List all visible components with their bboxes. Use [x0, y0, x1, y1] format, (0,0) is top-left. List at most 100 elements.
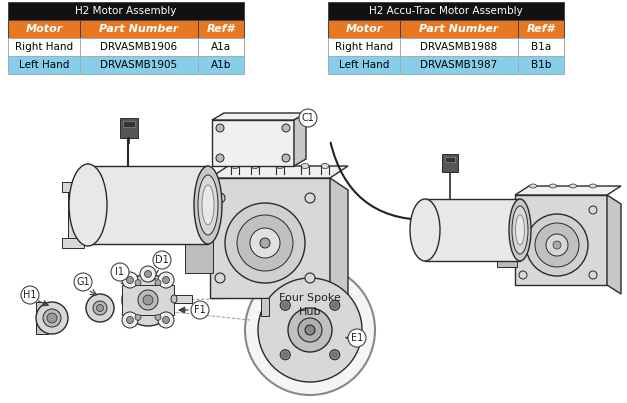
- Text: Right Hand: Right Hand: [335, 42, 393, 52]
- Text: H2 Accu-Trac Motor Assembly: H2 Accu-Trac Motor Assembly: [369, 6, 523, 16]
- Ellipse shape: [47, 313, 57, 323]
- Ellipse shape: [237, 215, 293, 271]
- Circle shape: [332, 352, 338, 358]
- Circle shape: [298, 318, 322, 342]
- Bar: [198, 56, 244, 74]
- Circle shape: [519, 206, 527, 214]
- Text: H1: H1: [23, 290, 37, 300]
- Bar: [328, 38, 400, 56]
- Text: A1a: A1a: [211, 42, 231, 52]
- Bar: [8, 38, 80, 56]
- Circle shape: [245, 265, 375, 395]
- Text: Ref#: Ref#: [207, 24, 235, 34]
- Polygon shape: [294, 113, 306, 166]
- Circle shape: [282, 302, 288, 308]
- Text: F1: F1: [194, 305, 206, 315]
- Circle shape: [162, 316, 169, 324]
- Text: Ref#: Ref#: [527, 24, 555, 34]
- Circle shape: [155, 280, 161, 286]
- Ellipse shape: [231, 164, 239, 168]
- Text: DRVASMB1905: DRVASMB1905: [100, 60, 177, 70]
- Text: Motor: Motor: [345, 24, 382, 34]
- Ellipse shape: [512, 206, 528, 254]
- Bar: [62, 182, 84, 192]
- Bar: [261, 298, 269, 316]
- Ellipse shape: [93, 301, 107, 315]
- Polygon shape: [330, 178, 348, 310]
- Polygon shape: [210, 166, 348, 178]
- Ellipse shape: [526, 214, 588, 276]
- Circle shape: [216, 124, 224, 132]
- Polygon shape: [212, 113, 306, 120]
- Text: DRVASMB1988: DRVASMB1988: [420, 42, 498, 52]
- Circle shape: [191, 301, 209, 319]
- Ellipse shape: [171, 295, 177, 303]
- Bar: [8, 56, 80, 74]
- Circle shape: [144, 270, 152, 278]
- Text: B1b: B1b: [531, 60, 551, 70]
- Ellipse shape: [225, 203, 305, 283]
- Circle shape: [282, 124, 290, 132]
- Bar: [198, 38, 244, 56]
- Bar: [425, 199, 520, 261]
- Circle shape: [127, 276, 134, 283]
- Ellipse shape: [549, 184, 557, 188]
- Text: Right Hand: Right Hand: [15, 42, 73, 52]
- Circle shape: [127, 316, 134, 324]
- Ellipse shape: [143, 295, 153, 305]
- Circle shape: [215, 273, 225, 283]
- Ellipse shape: [410, 199, 440, 261]
- Text: B1a: B1a: [531, 42, 551, 52]
- Circle shape: [216, 154, 224, 162]
- Circle shape: [135, 280, 141, 286]
- Circle shape: [74, 273, 92, 291]
- Polygon shape: [607, 195, 621, 294]
- Bar: [445, 157, 455, 162]
- Ellipse shape: [251, 164, 259, 168]
- Bar: [8, 20, 80, 38]
- Circle shape: [158, 272, 174, 288]
- Bar: [328, 2, 564, 20]
- Ellipse shape: [250, 228, 280, 258]
- Bar: [122, 285, 174, 315]
- Text: Four Spoke
Hub: Four Spoke Hub: [279, 293, 341, 317]
- Text: Left Hand: Left Hand: [19, 60, 69, 70]
- Text: Motor: Motor: [25, 24, 63, 34]
- Ellipse shape: [86, 294, 114, 322]
- Ellipse shape: [194, 166, 222, 244]
- Ellipse shape: [122, 274, 174, 326]
- Bar: [8, 2, 244, 20]
- Circle shape: [305, 325, 315, 335]
- Circle shape: [519, 271, 527, 279]
- Text: G1: G1: [76, 277, 90, 287]
- Circle shape: [282, 154, 290, 162]
- Bar: [80, 56, 198, 74]
- Bar: [88, 166, 208, 244]
- Bar: [36, 302, 48, 334]
- Circle shape: [140, 266, 156, 282]
- Text: Left Hand: Left Hand: [339, 60, 389, 70]
- Ellipse shape: [198, 175, 218, 235]
- Circle shape: [348, 329, 366, 347]
- Circle shape: [299, 109, 317, 127]
- Ellipse shape: [138, 290, 158, 310]
- Circle shape: [332, 302, 338, 308]
- Bar: [212, 120, 294, 166]
- Text: A1b: A1b: [211, 60, 231, 70]
- Circle shape: [330, 300, 340, 310]
- Circle shape: [282, 352, 288, 358]
- Bar: [442, 154, 458, 172]
- Bar: [80, 20, 198, 38]
- Bar: [198, 20, 244, 38]
- Ellipse shape: [546, 234, 568, 256]
- Circle shape: [288, 308, 332, 352]
- Bar: [400, 56, 518, 74]
- Circle shape: [158, 312, 174, 328]
- Circle shape: [215, 193, 225, 203]
- Bar: [328, 20, 400, 38]
- Text: DRVASMB1906: DRVASMB1906: [100, 42, 177, 52]
- Circle shape: [330, 350, 340, 360]
- Ellipse shape: [589, 184, 596, 188]
- Text: DRVASMB1987: DRVASMB1987: [420, 60, 498, 70]
- Bar: [123, 121, 135, 127]
